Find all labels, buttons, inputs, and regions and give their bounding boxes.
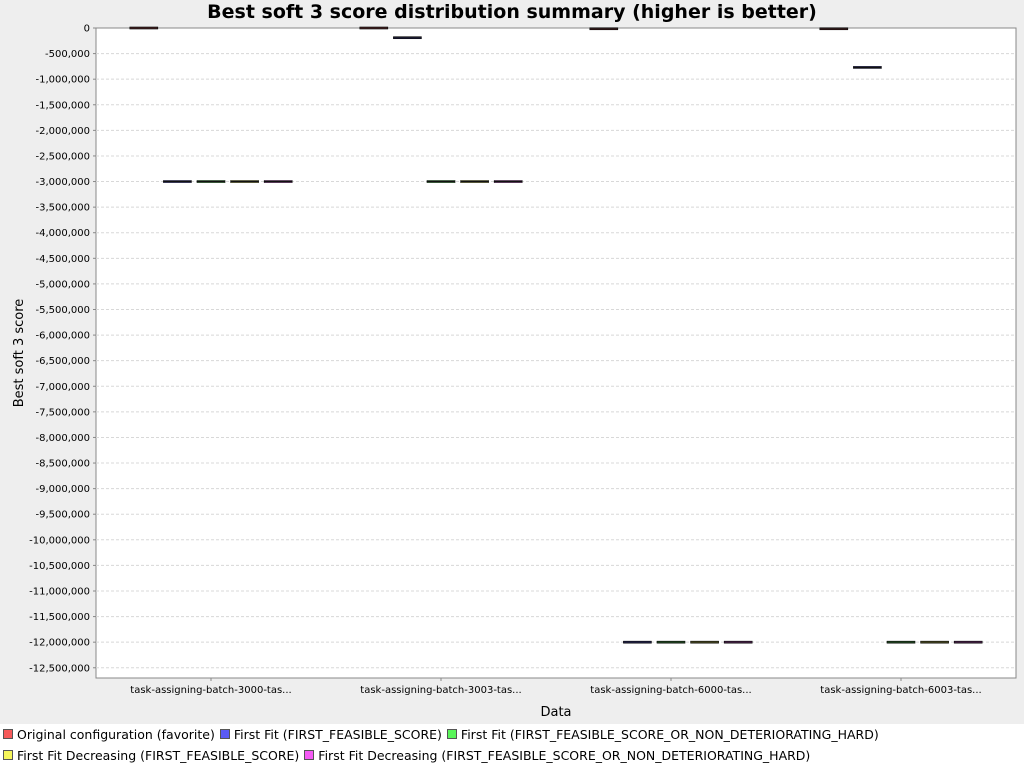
chart: Best soft 3 score distribution summary (… [12,1,1017,720]
legend-swatch [3,729,13,739]
y-tick-label: -2,000,000 [35,126,90,137]
y-tick-label: -3,500,000 [35,203,90,214]
box-mark [263,180,293,183]
y-tick-label: -10,500,000 [29,561,90,572]
legend-swatch [446,729,457,739]
legend: Original configuration (favorite) First F… [0,724,1024,768]
legend-row: Original configuration (favorite) First F… [3,724,884,744]
y-tick-label: -12,000,000 [29,638,90,649]
y-axis-ticks: 0 -500,000 -1,000,000 -1,500,000 -2,000,000 -… [29,24,96,674]
y-tick-label: -8,000,000 [35,433,90,444]
box-mark [230,180,259,183]
legend-label: First Fit (FIRST_FEASIBLE_SCORE_OR_NON_D… [460,726,879,742]
legend-swatch [3,750,13,760]
x-tick-label: task-assigning-batch-3003-tas... [360,685,521,696]
y-tick-label: -4,500,000 [35,254,90,265]
box-mark [723,640,753,644]
legend-item: First Fit Decreasing (FIRST_FEASIBLE_SCO… [304,748,810,763]
y-tick-label: -1,500,000 [35,100,90,111]
box-mark [690,640,719,644]
y-tick-label: -3,000,000 [35,177,90,188]
box-mark [886,640,916,644]
box-mark [460,180,489,183]
plot-area [95,27,1017,679]
box-mark [819,27,849,31]
y-tick-label: -2,500,000 [35,151,90,162]
box-mark [853,66,882,69]
grid-lines [96,53,1016,669]
y-tick-label: -1,000,000 [35,75,90,86]
y-tick-label: -5,000,000 [35,279,90,290]
legend-swatch [304,750,315,760]
box-mark [920,640,949,644]
y-tick-label: -11,000,000 [29,586,90,597]
legend-label: First Fit Decreasing (FIRST_FEASIBLE_SCO… [318,747,811,763]
box-mark [393,36,422,40]
y-tick-label: -9,500,000 [35,510,90,521]
x-tick-label: task-assigning-batch-6003-tas... [820,685,981,696]
box-mark [163,180,192,183]
x-axis-ticks: task-assigning-batch-3000-tas... task-ass… [130,678,982,696]
y-tick-label: -7,000,000 [35,382,90,393]
y-tick-label: -5,500,000 [35,305,90,316]
x-tick-label: task-assigning-batch-3000-tas... [130,685,291,696]
y-tick-label: -7,500,000 [35,407,90,418]
box-mark [589,27,619,31]
y-tick-label: -12,500,000 [29,663,90,674]
legend-label: Original configuration (favorite) [17,726,215,742]
legend-item: Original configuration (favorite) [3,727,215,742]
y-axis-label: Best soft 3 score [12,299,27,408]
chart-title: Best soft 3 score distribution summary (… [207,1,817,23]
data-marks [129,26,983,644]
y-tick-label: -10,000,000 [29,535,90,546]
legend-item: First Fit (FIRST_FEASIBLE_SCORE_OR_NON_D… [446,726,879,742]
box-mark [359,26,389,30]
box-mark [129,26,159,30]
y-tick-label: -11,500,000 [29,612,90,623]
box-mark [623,640,652,644]
y-tick-label: -6,000,000 [35,331,90,342]
y-tick-label: -500,000 [45,49,90,60]
box-mark [493,180,523,183]
legend-item: First Fit Decreasing (FIRST_FEASIBLE_SCO… [3,748,299,763]
legend-swatch [219,729,230,739]
box-mark [953,640,983,644]
x-tick-label: task-assigning-batch-6000-tas... [590,685,751,696]
legend-row: First Fit Decreasing (FIRST_FEASIBLE_SCO… [3,745,815,765]
y-tick-label: -6,500,000 [35,356,90,367]
box-mark [426,180,456,183]
y-tick-label: -4,000,000 [35,228,90,239]
y-tick-label: -9,000,000 [35,484,90,495]
box-mark [656,640,686,644]
legend-item: First Fit (FIRST_FEASIBLE_SCORE) [219,726,442,742]
legend-label: First Fit (FIRST_FEASIBLE_SCORE) [233,726,442,742]
y-tick-label: -8,500,000 [35,459,90,470]
x-axis-label: Data [540,705,571,720]
legend-label: First Fit Decreasing (FIRST_FEASIBLE_SCO… [17,747,300,763]
box-mark [196,180,226,183]
y-tick-label: 0 [84,24,90,35]
